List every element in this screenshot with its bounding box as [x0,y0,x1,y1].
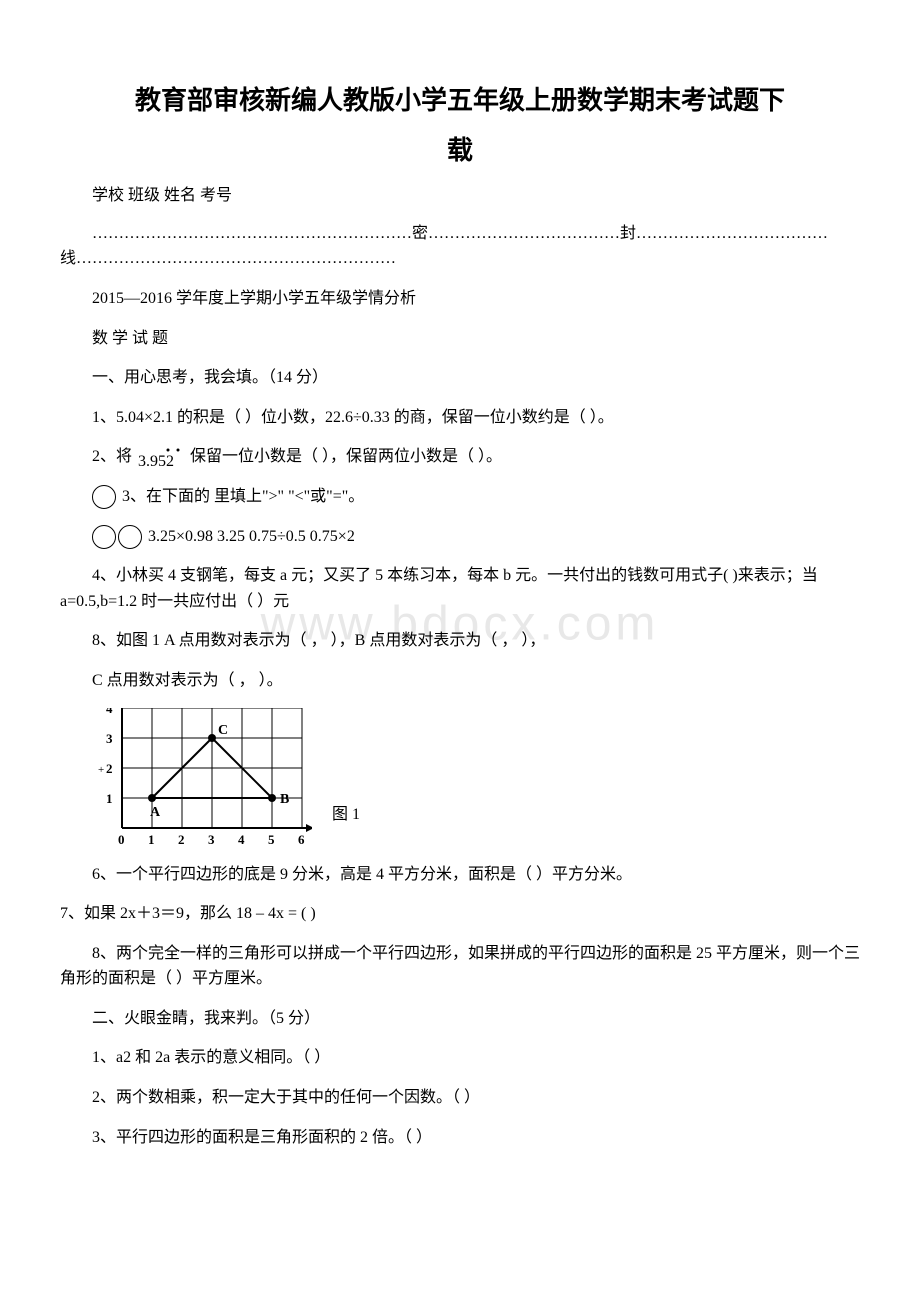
subtitle: 2015—2016 学年度上学期小学五年级学情分析 [60,286,860,312]
svg-text:1: 1 [148,832,155,847]
svg-text:4: 4 [106,708,113,716]
q2-text-a: 2、将 [92,448,132,465]
recurring-decimal-image: 3.952 [138,446,184,470]
question-6: 6、一个平行四边形的底是 9 分米，高是 4 平方分米，面积是（ ）平方分米。 [60,862,860,888]
svg-text:3: 3 [208,832,215,847]
judge-3: 3、平行四边形的面积是三角形面积的 2 倍。（ ） [60,1125,860,1151]
judge-1: 1、a2 和 2a 表示的意义相同。（ ） [60,1045,860,1071]
svg-text:A: A [150,805,161,820]
section-1-heading: 一、用心思考，我会填。（14 分） [60,365,860,391]
q3-text-b: 3.25×0.98 3.25 0.75÷0.5 0.75×2 [148,528,355,545]
seal-line: ……………………………………………………密………………………………封………………… [60,221,860,272]
svg-text:2: 2 [178,832,185,847]
svg-text:0: 0 [118,832,125,847]
question-3-line2: 3.25×0.98 3.25 0.75÷0.5 0.75×2 [92,524,860,550]
svg-text:C: C [218,723,228,738]
subject: 数 学 试 题 [60,326,860,352]
svg-text:B: B [280,792,289,807]
svg-text:+: + [98,764,104,776]
svg-text:6: 6 [298,832,305,847]
doc-title-line2: 载 [60,130,860,172]
q2-text-b: 保留一位小数是（ ），保留两位小数是（ ）。 [190,448,502,465]
question-4: 4、小林买 4 支钢笔，每支 a 元；又买了 5 本练习本，每本 b 元。一共付… [60,563,860,614]
svg-text:1: 1 [106,791,113,806]
svg-text:5: 5 [268,832,275,847]
judge-2: 2、两个数相乘，积一定大于其中的任何一个因数。（ ） [60,1085,860,1111]
question-8c: 8、两个完全一样的三角形可以拼成一个平行四边形，如果拼成的平行四边形的面积是 2… [60,941,860,992]
header-info: 学校 班级 姓名 考号 [60,183,860,209]
svg-text:4: 4 [238,832,245,847]
coordinate-chart: 0 1 2 3 4 5 6 1 2 3 4 A B C + [92,708,312,848]
chart-caption: 图 1 [332,802,360,848]
svg-text:2: 2 [106,761,113,776]
recurring-number: 3.952 [138,453,174,470]
section-2-heading: 二、火眼金睛，我来判。（5 分） [60,1006,860,1032]
question-8-line1: 8、如图 1 A 点用数对表示为（ ， ），B 点用数对表示为（ ， ）， [60,628,860,654]
blank-circle-icon [118,525,142,549]
question-2: 2、将 3.952 保留一位小数是（ ），保留两位小数是（ ）。 [60,444,860,470]
q3-text-a: 3、在下面的 里填上">" "<"或"="。 [122,488,364,505]
question-8-line2: C 点用数对表示为（ ， ）。 [60,668,860,694]
svg-text:3: 3 [106,731,113,746]
coordinate-chart-row: 0 1 2 3 4 5 6 1 2 3 4 A B C + 图 1 [92,708,860,848]
question-1: 1、5.04×2.1 的积是（ ）位小数，22.6÷0.33 的商，保留一位小数… [60,405,860,431]
question-7: 7、如果 2x＋3＝9，那么 18 – 4x = ( ) [60,901,860,927]
doc-title-line1: 教育部审核新编人教版小学五年级上册数学期末考试题下 [60,80,860,122]
blank-circle-icon [92,485,116,509]
blank-circle-icon [92,525,116,549]
question-3-line1: 3、在下面的 里填上">" "<"或"="。 [92,484,860,510]
